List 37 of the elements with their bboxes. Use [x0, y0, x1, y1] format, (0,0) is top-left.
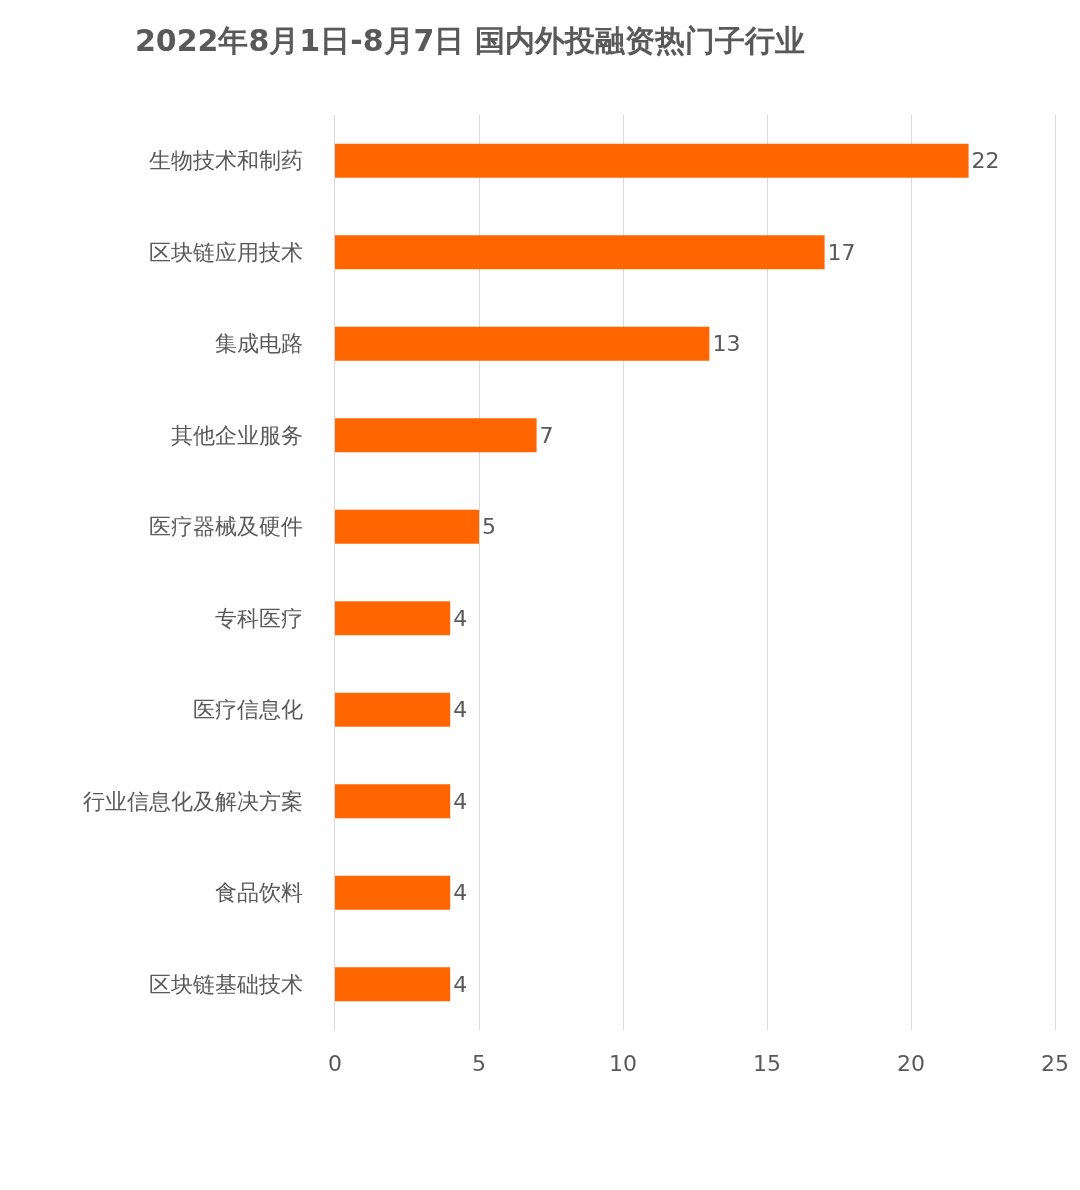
x-tick-label: 5 — [472, 1051, 486, 1076]
bar — [335, 326, 710, 361]
y-tick-label: 专科医疗 — [215, 605, 304, 631]
x-tick-label: 20 — [897, 1051, 925, 1076]
y-tick-label: 其他企业服务 — [171, 422, 304, 448]
x-tick-label: 10 — [609, 1051, 637, 1076]
data-label: 22 — [971, 148, 1000, 174]
x-tick-label: 15 — [753, 1051, 781, 1076]
data-label: 5 — [482, 514, 496, 540]
bar — [335, 967, 451, 1002]
bar — [335, 784, 451, 819]
data-label: 4 — [453, 605, 468, 631]
y-tick-label: 区块链基础技术 — [149, 971, 304, 997]
y-tick-label: 食品饮料 — [215, 880, 304, 906]
y-tick-label: 医疗器械及硬件 — [149, 514, 304, 540]
data-label: 4 — [453, 788, 468, 814]
data-label: 4 — [453, 971, 468, 997]
bar — [335, 235, 825, 270]
y-tick-label: 生物技术和制药 — [149, 148, 304, 174]
x-tick-label: 0 — [328, 1051, 342, 1076]
bar — [335, 143, 969, 178]
bar — [335, 692, 451, 727]
chart-title: 2022年8月1日-8月7日 国内外投融资热门子行业 — [135, 22, 805, 58]
bar — [335, 875, 451, 910]
y-tick-label: 集成电路 — [215, 331, 304, 357]
bar — [335, 509, 479, 544]
data-label: 4 — [453, 880, 468, 906]
data-label: 13 — [712, 331, 741, 357]
y-tick-label: 区块链应用技术 — [149, 239, 304, 265]
y-tick-label: 行业信息化及解决方案 — [83, 788, 304, 814]
bar — [335, 418, 537, 453]
bar — [335, 601, 451, 636]
x-tick-label: 25 — [1041, 1051, 1069, 1076]
data-label: 7 — [539, 422, 554, 448]
data-label: 17 — [827, 239, 856, 265]
y-tick-label: 医疗信息化 — [193, 697, 304, 723]
data-label: 4 — [453, 697, 468, 723]
